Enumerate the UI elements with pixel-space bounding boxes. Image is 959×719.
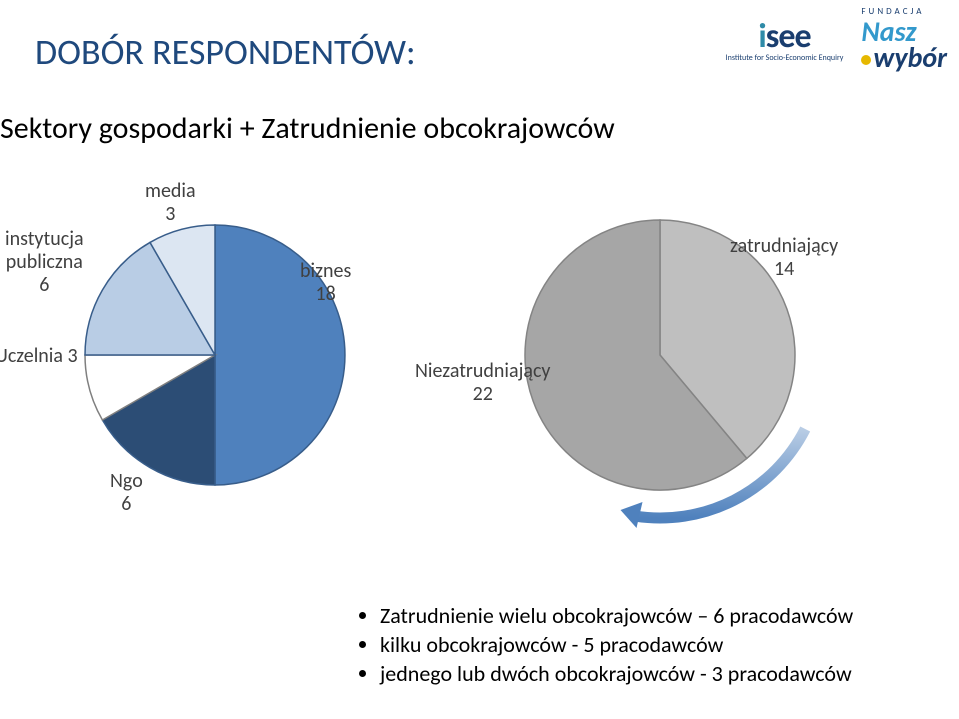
logo-isee-text: isee <box>758 16 810 57</box>
subtitle: Sektory gospodarki + Zatrudnienie obcokr… <box>0 110 615 147</box>
pie-label: Ngo6 <box>110 470 143 516</box>
arrow-head-icon <box>621 502 643 528</box>
logo-nw-line2: wybór <box>861 45 947 72</box>
pie-label: zatrudniający14 <box>730 235 838 281</box>
title-text: DOBÓR RESPONDENTÓW: <box>35 30 416 74</box>
bullet-item: kilku obcokrajowców - 5 pracodawców <box>380 631 853 658</box>
bullet-list: Zatrudnienie wielu obcokrajowców – 6 pra… <box>340 602 853 689</box>
logo-naszwybor: FUNDACJA Nasz wybór <box>861 8 947 72</box>
bullet-item: Zatrudnienie wielu obcokrajowców – 6 pra… <box>380 602 853 629</box>
page-title: DOBÓR RESPONDENTÓW: <box>35 30 416 74</box>
chart-area: biznes18 Ngo6 Uczelnia 3 instytucjapubliczn… <box>0 180 959 560</box>
logo-isee-see: see <box>766 16 811 57</box>
pie-label: instytucjapubliczna6 <box>5 228 84 297</box>
logo-bar: isee Institute for Socio-Economic Enquir… <box>726 8 947 72</box>
bullet-item: jednego lub dwóch obcokrajowców - 3 prac… <box>380 660 853 687</box>
pie-label: media3 <box>145 180 196 226</box>
pie-label: Uczelnia 3 <box>0 345 78 368</box>
pie-label: biznes18 <box>300 260 351 306</box>
logo-isee-sub: Institute for Socio-Economic Enquiry <box>726 53 844 63</box>
pie-label: Niezatrudniający22 <box>415 360 550 406</box>
logo-isee-i: i <box>758 16 765 57</box>
logo-isee: isee Institute for Socio-Economic Enquir… <box>726 16 844 63</box>
